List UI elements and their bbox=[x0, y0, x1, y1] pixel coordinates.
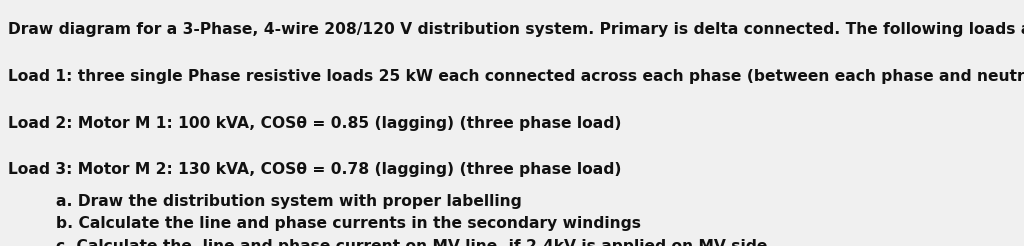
Text: a. Draw the distribution system with proper labelling: a. Draw the distribution system with pro… bbox=[56, 194, 522, 209]
Text: Load 3: Motor M 2: 130 kVA, COSθ = 0.78 (lagging) (three phase load): Load 3: Motor M 2: 130 kVA, COSθ = 0.78 … bbox=[8, 162, 622, 177]
Text: Load 2: Motor M 1: 100 kVA, COSθ = 0.85 (lagging) (three phase load): Load 2: Motor M 1: 100 kVA, COSθ = 0.85 … bbox=[8, 116, 622, 131]
Text: c. Calculate the  line and phase current on MV line, if 2.4kV is applied on MV s: c. Calculate the line and phase current … bbox=[56, 239, 768, 246]
Text: b. Calculate the line and phase currents in the secondary windings: b. Calculate the line and phase currents… bbox=[56, 216, 641, 231]
Text: Draw diagram for a 3-Phase, 4-wire 208/120 V distribution system. Primary is del: Draw diagram for a 3-Phase, 4-wire 208/1… bbox=[8, 22, 1024, 37]
Text: Load 1: three single Phase resistive loads 25 kW each connected across each phas: Load 1: three single Phase resistive loa… bbox=[8, 69, 1024, 84]
